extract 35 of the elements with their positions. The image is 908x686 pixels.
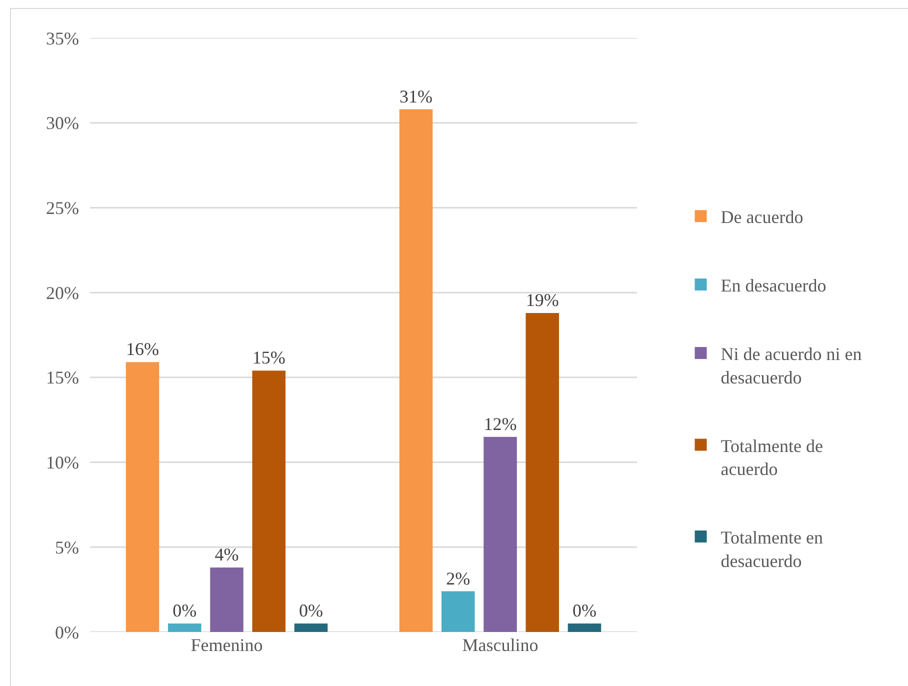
- legend-label: Ni de acuerdo ni en desacuerdo: [720, 344, 862, 388]
- bar: [526, 312, 560, 632]
- data-label: 0%: [298, 600, 323, 621]
- bar: [484, 436, 517, 632]
- data-label: 12%: [484, 414, 517, 434]
- y-tick-label: 5%: [55, 537, 79, 558]
- data-label: 15%: [252, 348, 286, 368]
- data-label: 0%: [572, 600, 596, 621]
- data-label: 0%: [172, 600, 197, 621]
- bar: [126, 362, 160, 632]
- bar: [210, 568, 244, 632]
- y-tick-label: 35%: [46, 28, 79, 48]
- legend-label: Totalmente en desacuerdo: [720, 528, 823, 571]
- data-label: 31%: [400, 86, 433, 106]
- data-label: 16%: [126, 339, 160, 360]
- bar: [568, 624, 602, 632]
- bar: [294, 624, 328, 632]
- y-tick-label: 10%: [46, 452, 79, 473]
- x-tick-label: Masculino: [462, 635, 538, 655]
- data-label: 4%: [214, 544, 239, 565]
- bar: [399, 109, 433, 632]
- x-tick-label: Femenino: [190, 635, 263, 655]
- bar: [168, 624, 202, 632]
- y-tick-label: 30%: [46, 113, 79, 134]
- legend-label: De acuerdo: [720, 207, 804, 228]
- y-tick-label: 15%: [46, 368, 79, 388]
- legend-label: En desacuerdo: [720, 276, 826, 296]
- data-label: 19%: [526, 290, 559, 310]
- legend-label: Totalmente de acuerdo: [720, 436, 823, 480]
- bar: [441, 591, 475, 632]
- bar: [252, 370, 286, 632]
- data-label: 2%: [446, 568, 470, 588]
- y-tick-label: 20%: [46, 282, 79, 303]
- y-tick-label: 0%: [55, 622, 79, 642]
- y-tick-label: 25%: [46, 198, 79, 218]
